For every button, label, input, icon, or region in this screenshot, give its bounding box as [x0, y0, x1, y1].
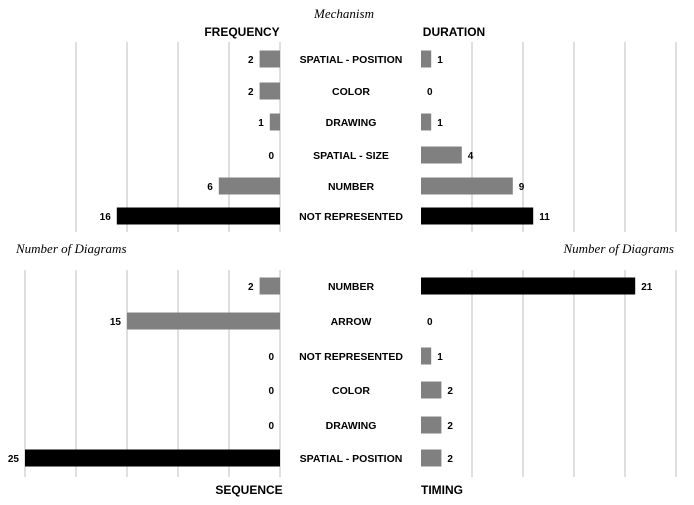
left-axis-note: Number of Diagrams [15, 241, 127, 256]
frequency-panel-title: FREQUENCY [204, 25, 279, 39]
bars-layer [25, 50, 636, 467]
duration-bar-not-represented [421, 207, 534, 225]
sequence-category-number: NUMBER [328, 281, 374, 293]
sequence-bar-number [259, 277, 280, 295]
sequence-category-arrow: ARROW [331, 316, 372, 328]
sequence-category-spatial-position: SPATIAL - POSITION [300, 453, 403, 465]
duration-value-spatial-size: 4 [468, 151, 474, 162]
timing-value-number: 21 [641, 282, 653, 293]
right-axis-note: Number of Diagrams [562, 241, 674, 256]
duration-bar-drawing [421, 113, 432, 131]
sequence-bar-spatial-position [25, 449, 280, 467]
duration-panel-title: DURATION [423, 25, 485, 39]
duration-value-spatial-position: 1 [437, 55, 443, 66]
chart-top-title: Mechanism [313, 6, 374, 21]
sequence-category-color: COLOR [332, 385, 370, 397]
frequency-category-spatial-size: SPATIAL - SIZE [313, 150, 389, 162]
duration-bar-number [421, 177, 513, 195]
timing-value-arrow: 0 [427, 317, 433, 328]
frequency-category-spatial-position: SPATIAL - POSITION [300, 54, 403, 66]
sequence-value-drawing: 0 [268, 421, 274, 432]
sequence-value-not-represented: 0 [268, 352, 274, 363]
sequence-category-not-represented: NOT REPRESENTED [299, 351, 403, 363]
duration-value-drawing: 1 [437, 118, 443, 129]
timing-value-not-represented: 1 [437, 352, 443, 363]
sequence-value-color: 0 [268, 386, 274, 397]
labels-layer: 2 SPATIAL - POSITION 2 COLOR 1 DRAWING 0 SPATIA… [8, 54, 653, 465]
duration-bar-spatial-position [421, 50, 432, 68]
frequency-value-spatial-size: 0 [268, 151, 274, 162]
timing-bar-number [421, 277, 636, 295]
frequency-bar-color [259, 82, 280, 100]
timing-bar-color [421, 381, 442, 399]
frequency-category-drawing: DRAWING [326, 117, 377, 129]
frequency-value-spatial-position: 2 [248, 55, 254, 66]
duration-value-color: 0 [427, 87, 433, 98]
frequency-value-color: 2 [248, 87, 254, 98]
frequency-category-number: NUMBER [328, 181, 374, 193]
duration-bar-spatial-size [421, 146, 462, 164]
duration-value-number: 9 [519, 182, 525, 193]
frequency-bar-drawing [269, 113, 280, 131]
duration-value-not-represented: 11 [539, 212, 550, 223]
timing-bar-drawing [421, 416, 442, 434]
frequency-bar-spatial-position [259, 50, 280, 68]
sequence-category-drawing: DRAWING [326, 420, 377, 432]
timing-bar-spatial-position [421, 449, 442, 467]
sequence-bar-arrow [127, 312, 280, 330]
frequency-category-color: COLOR [332, 86, 370, 98]
timing-value-drawing: 2 [447, 421, 453, 432]
frequency-bar-number [218, 177, 280, 195]
sequence-value-arrow: 15 [110, 317, 122, 328]
sequence-value-number: 2 [248, 282, 254, 293]
sequence-panel-title: SEQUENCE [215, 483, 282, 497]
timing-bar-not-represented [421, 347, 432, 365]
frequency-value-not-represented: 16 [100, 212, 112, 223]
timing-panel-title: TIMING [421, 483, 463, 497]
frequency-value-number: 6 [207, 182, 213, 193]
frequency-bar-not-represented [116, 207, 280, 225]
frequency-category-not-represented: NOT REPRESENTED [299, 211, 403, 223]
sequence-value-spatial-position: 25 [8, 454, 20, 465]
timing-value-color: 2 [447, 386, 453, 397]
timing-value-spatial-position: 2 [447, 454, 453, 465]
frequency-value-drawing: 1 [258, 118, 264, 129]
gridlines-layer [24, 42, 677, 477]
